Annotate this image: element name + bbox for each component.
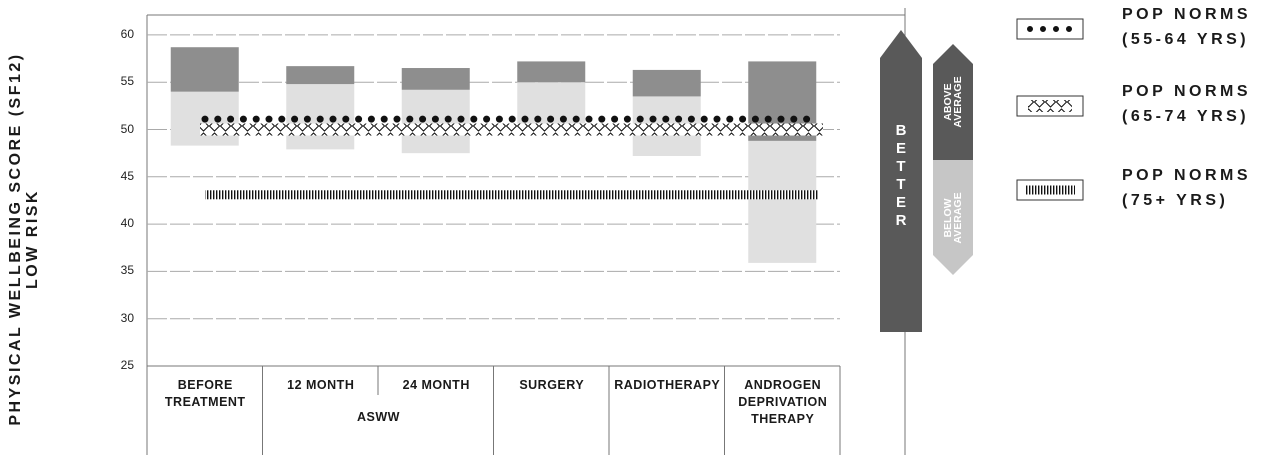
y-tick-label: 45 — [120, 168, 134, 183]
x-tick-label: BEFORE TREATMENT — [164, 378, 246, 409]
above-average-bar — [286, 66, 355, 85]
reference-line — [200, 123, 823, 136]
group-label: ASWW — [357, 410, 400, 424]
legend-label: POP NORMS (75+ YRS) — [1122, 167, 1251, 209]
y-tick-label: 25 — [120, 358, 134, 372]
better-label: BETTER — [895, 122, 907, 229]
above-label: ABOVE AVERAGE — [942, 76, 964, 128]
above-average-bar — [517, 61, 586, 83]
above-average-bar — [401, 68, 470, 90]
y-tick-label: 60 — [120, 26, 134, 41]
x-tick-label: 24 MONTH — [402, 378, 470, 392]
y-tick-label: 55 — [120, 74, 134, 89]
legend-swatch-mark — [1025, 185, 1075, 195]
reference-line — [205, 190, 818, 200]
above-average-bar — [632, 69, 701, 97]
below-arrow — [933, 160, 973, 275]
legend-label: POP NORMS (55-64 YRS) — [1122, 6, 1251, 48]
below-label: BELOW AVERAGE — [942, 192, 964, 244]
y-tick-label: 50 — [120, 121, 134, 136]
x-tick-label: RADIOTHERAPY — [614, 378, 721, 392]
y-tick-label: 35 — [120, 263, 134, 278]
y-axis-title: PHYSICAL WELLBEING SCORE (SF12) LOW RISK — [7, 52, 41, 426]
above-average-bar — [170, 47, 239, 92]
below-average-bar — [748, 140, 817, 263]
better-arrow — [880, 30, 922, 332]
above-arrow — [933, 44, 973, 160]
y-tick-label: 40 — [120, 216, 134, 231]
legend-swatch-mark — [1028, 100, 1072, 112]
x-tick-label: ANDROGEN DEPRIVATION THERAPY — [738, 378, 828, 426]
x-tick-label: SURGERY — [519, 378, 585, 392]
y-tick-label: 30 — [120, 310, 134, 325]
legend-label: POP NORMS (65-74 YRS) — [1122, 83, 1251, 125]
x-tick-label: 12 MONTH — [287, 378, 355, 392]
